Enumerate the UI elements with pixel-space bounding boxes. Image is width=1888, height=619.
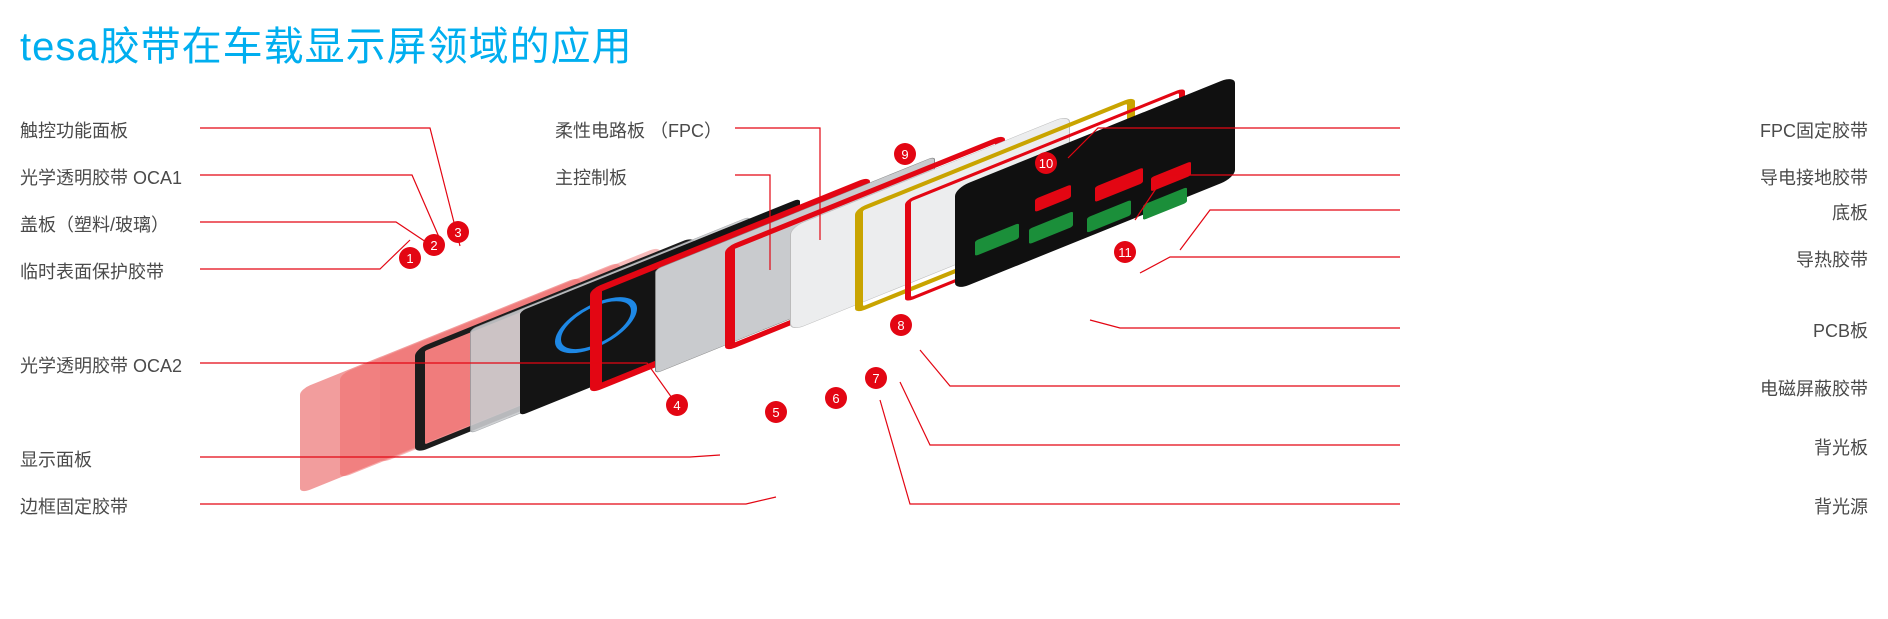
label-left-1: 光学透明胶带 OCA1: [20, 164, 182, 190]
layer-display-lcd: [520, 198, 800, 416]
label-right-5: 电磁屏蔽胶带: [1760, 375, 1868, 401]
label-right-0: FPC固定胶带: [1760, 117, 1868, 143]
marker-10: 10: [1035, 152, 1057, 174]
marker-7: 7: [865, 367, 887, 389]
label-left-3: 临时表面保护胶带: [20, 258, 164, 284]
leader-lines: [0, 0, 1888, 619]
layer-emi-shield: [905, 87, 1185, 302]
label-right-4: PCB板: [1813, 317, 1868, 343]
layer-backlight-plate: [790, 114, 1070, 332]
layer-oca2: [470, 216, 750, 434]
marker-5: 5: [765, 401, 787, 423]
layer-bezel-tape: [590, 176, 870, 394]
marker-1: 1: [399, 247, 421, 269]
layer-fpc-frame: [725, 134, 1005, 352]
label-left-4: 光学透明胶带 OCA2: [20, 352, 182, 378]
layer-pcb: [955, 75, 1235, 290]
marker-6: 6: [825, 387, 847, 409]
label-left-6: 边框固定胶带: [20, 493, 128, 519]
exploded-view: [0, 0, 1888, 619]
marker-3: 3: [447, 221, 469, 243]
marker-4: 4: [666, 394, 688, 416]
label-right-7: 背光源: [1814, 493, 1868, 519]
label-right-3: 导热胶带: [1796, 246, 1868, 272]
marker-9: 9: [894, 143, 916, 165]
label-right-6: 背光板: [1814, 434, 1868, 460]
label-right-1: 导电接地胶带: [1760, 164, 1868, 190]
layer-main-board: [655, 156, 935, 374]
page-title: tesa胶带在车载显示屏领域的应用: [20, 14, 633, 72]
marker-11: 11: [1114, 241, 1136, 263]
layer-backlight-src: [855, 96, 1135, 314]
layer-touch-panel: [415, 236, 695, 454]
label-left-0: 触控功能面板: [20, 117, 128, 143]
layer-cover-glass: [340, 261, 620, 479]
marker-8: 8: [890, 314, 912, 336]
layer-protective-film: [300, 276, 580, 494]
layer-oca1: [380, 246, 660, 464]
label-left-5: 显示面板: [20, 446, 92, 472]
marker-2: 2: [423, 234, 445, 256]
label-right-2: 底板: [1832, 199, 1868, 225]
label-left-2: 盖板（塑料/玻璃）: [20, 211, 169, 237]
label-top-0: 柔性电路板 （FPC）: [555, 117, 722, 143]
label-top-1: 主控制板: [555, 164, 627, 190]
